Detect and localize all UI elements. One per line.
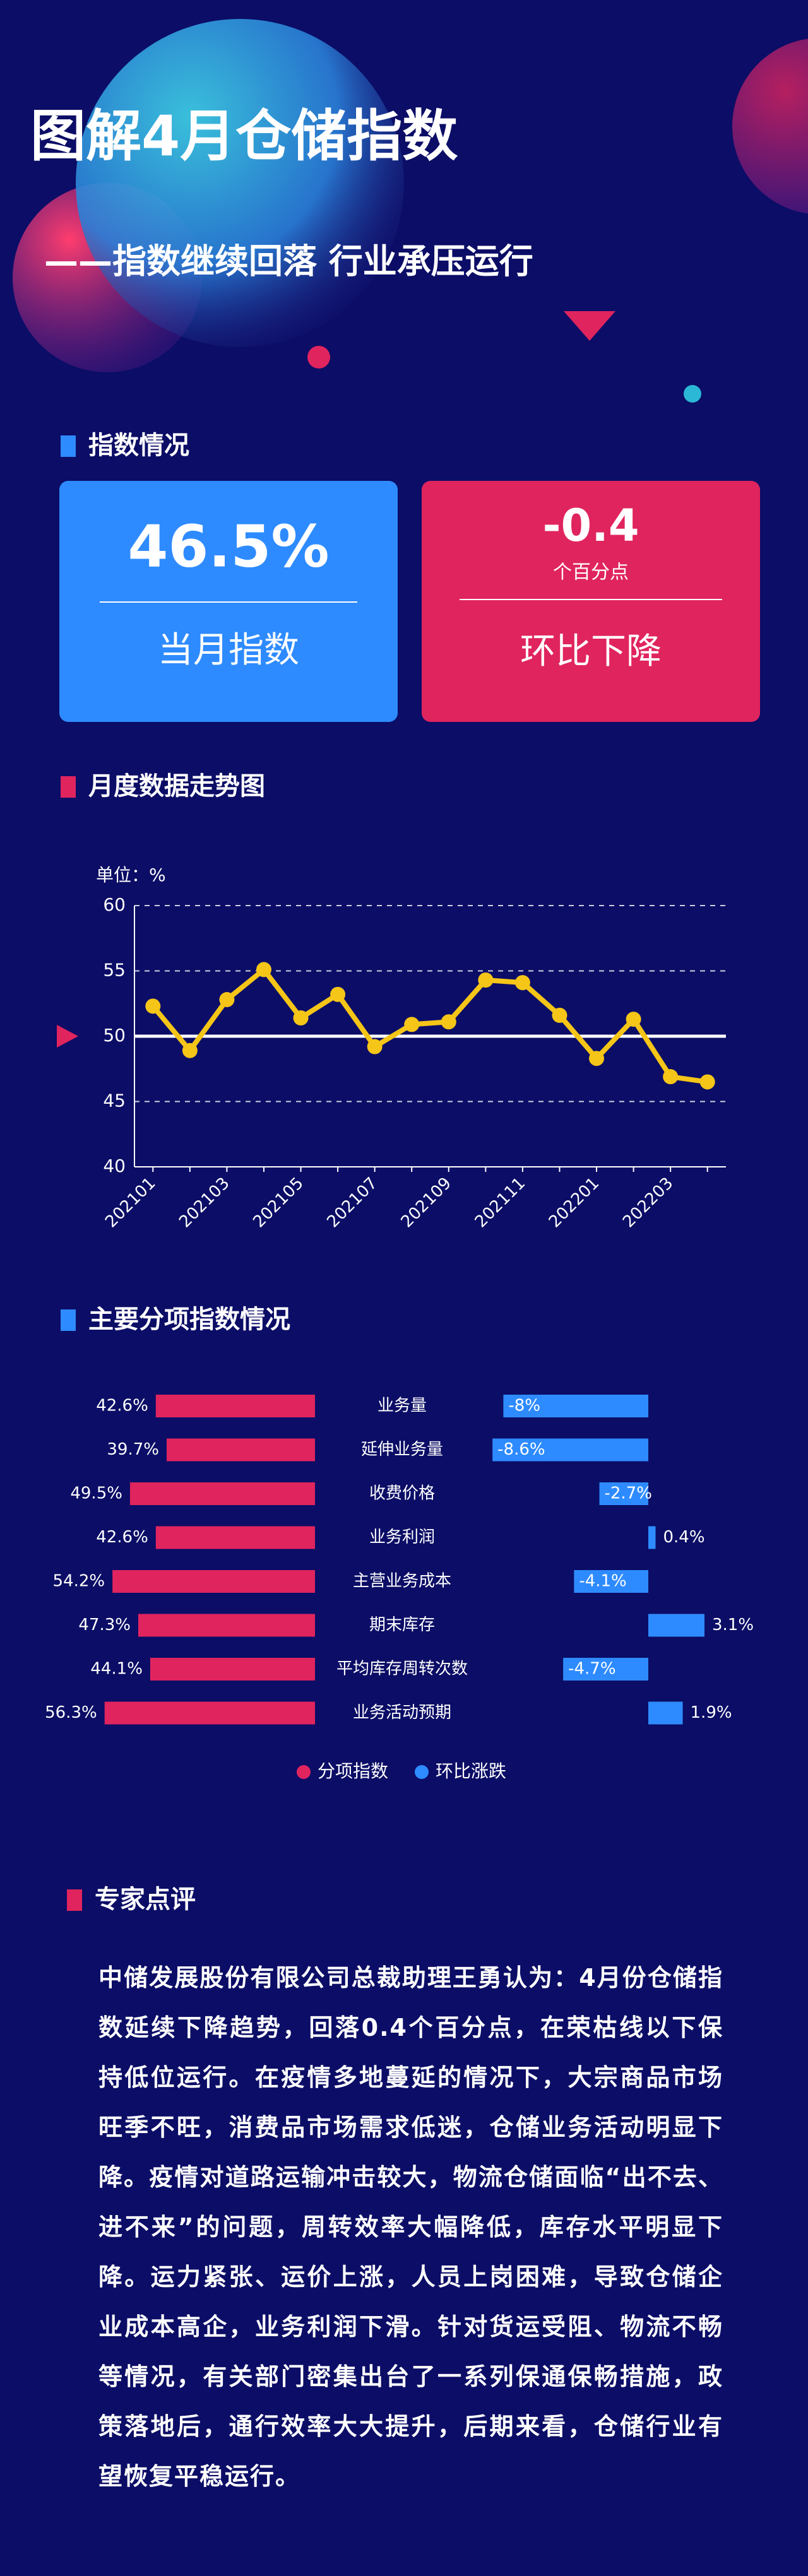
bar: [599, 1482, 648, 1505]
card: [422, 481, 760, 722]
value-label: 3.1%: [712, 1616, 754, 1634]
x-tick-label: 202203: [619, 1174, 677, 1231]
data-point: [626, 1012, 641, 1027]
chart-title: 主要分项指数情况: [88, 1305, 290, 1334]
data-point: [256, 962, 271, 978]
data-point: [293, 1010, 309, 1026]
value-label: 47.3%: [78, 1616, 131, 1634]
card-label: 环比下降: [520, 631, 662, 672]
card-value: 46.5%: [128, 512, 329, 580]
legend-marker: [297, 1765, 311, 1779]
reference-marker: [57, 1025, 78, 1048]
data-point: [367, 1039, 383, 1055]
value-label: -8.6%: [497, 1440, 545, 1459]
data-point: [330, 986, 346, 1002]
heading-marker: [61, 776, 76, 798]
value-label: -4.1%: [579, 1572, 626, 1591]
value-label: 0.4%: [663, 1528, 704, 1547]
x-tick-label: 202109: [398, 1174, 455, 1231]
category-label: 业务活动预期: [353, 1703, 451, 1722]
bar: [563, 1658, 648, 1681]
decoration: [13, 19, 808, 403]
category-label: 收费价格: [369, 1484, 435, 1503]
x-tick-label: 202101: [102, 1174, 159, 1231]
data-point: [514, 975, 530, 991]
x-tick-label: 202107: [324, 1174, 381, 1231]
section-heading: 专家点评: [95, 1885, 196, 1914]
heading-marker: [61, 1309, 76, 1331]
bar: [492, 1438, 648, 1462]
data-line: [151, 967, 708, 1085]
data-point: [478, 972, 494, 988]
bar: [648, 1614, 704, 1637]
category-label: 期末库存: [369, 1616, 435, 1634]
value-label: 1.9%: [691, 1703, 732, 1722]
bar: [166, 1438, 315, 1462]
value-label: -8%: [508, 1397, 540, 1415]
data-point: [219, 992, 235, 1008]
y-tick-label: 55: [103, 960, 126, 981]
bar: [112, 1570, 316, 1593]
y-tick-label: 45: [103, 1090, 126, 1111]
section-heading: 指数情况: [88, 431, 189, 460]
y-tick-label: 60: [103, 894, 126, 915]
data-point: [699, 1074, 715, 1090]
value-label: 54.2%: [53, 1572, 105, 1591]
value-label: -2.7%: [605, 1484, 652, 1503]
data-point: [145, 998, 161, 1014]
commentary-text: 中储发展股份有限公司总裁助理王勇认为：4月份仓储指数延续下降趋势，回落0.4个百…: [98, 1964, 723, 2490]
bar: [138, 1614, 315, 1637]
page-subtitle: ——指数继续回落 行业承压运行: [44, 242, 533, 281]
x-tick-label: 202103: [175, 1174, 233, 1231]
y-tick-label: 50: [103, 1025, 126, 1046]
value-label: -4.7%: [568, 1660, 615, 1679]
bar: [104, 1701, 316, 1725]
value-label: 42.6%: [96, 1397, 148, 1415]
value-label: 49.5%: [70, 1484, 122, 1503]
card-unit: 个百分点: [553, 562, 629, 584]
bar: [574, 1570, 648, 1593]
legend-label: 环比涨跌: [436, 1761, 506, 1781]
bar: [503, 1395, 648, 1417]
bar: [648, 1701, 683, 1725]
category-label: 业务利润: [369, 1528, 435, 1547]
y-tick-label: 40: [103, 1155, 126, 1176]
category-label: 平均库存周转次数: [336, 1660, 468, 1679]
x-tick-label: 202111: [472, 1174, 529, 1231]
chart-title: 月度数据走势图: [88, 772, 265, 801]
category-label: 延伸业务量: [361, 1440, 443, 1459]
y-unit-label: 单位：%: [96, 865, 166, 885]
bar: [155, 1526, 315, 1549]
category-label: 业务量: [377, 1397, 427, 1415]
x-tick-label: 202201: [545, 1174, 603, 1231]
page-title: 图解4月仓储指数: [30, 103, 458, 168]
data-point: [441, 1014, 456, 1030]
data-point: [589, 1051, 605, 1066]
heading-marker: [67, 1889, 82, 1911]
legend-marker: [415, 1765, 429, 1779]
legend-label: 分项指数: [318, 1761, 388, 1781]
value-label: 56.3%: [45, 1703, 97, 1722]
value-label: 39.7%: [107, 1440, 159, 1459]
card-label: 当月指数: [158, 630, 299, 671]
card-value: -0.4: [542, 500, 639, 552]
category-label: 主营业务成本: [353, 1572, 451, 1591]
value-label: 42.6%: [96, 1528, 148, 1547]
bar: [129, 1482, 315, 1505]
bar: [150, 1658, 316, 1681]
bar: [155, 1395, 315, 1417]
bar: [648, 1526, 656, 1549]
data-point: [663, 1069, 679, 1085]
heading-marker: [61, 435, 76, 457]
data-point: [404, 1017, 420, 1032]
x-tick-label: 202105: [249, 1174, 307, 1231]
value-label: 44.1%: [90, 1660, 143, 1679]
data-point: [552, 1007, 567, 1023]
data-point: [182, 1043, 198, 1058]
